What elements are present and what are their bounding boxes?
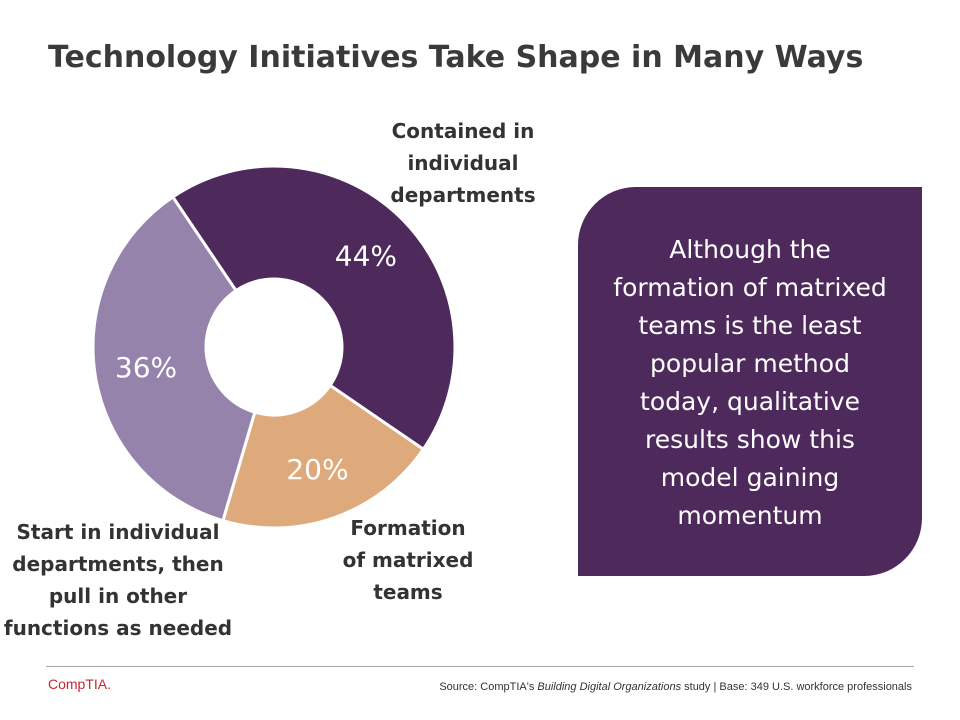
donut-value-label-1: 20%	[286, 453, 348, 486]
source-prefix: Source: CompTIA's	[439, 681, 538, 693]
comptia-logo: CompTIA.	[48, 676, 112, 692]
slice-label-matrixed: Formation of matrixed teams	[342, 516, 474, 604]
slice-label-start-individual: Start in individual departments, then pu…	[3, 520, 233, 640]
donut-value-label-0: 44%	[335, 240, 397, 273]
insight-callout: Although the formation of matrixed teams…	[578, 187, 922, 576]
footer-divider	[46, 666, 914, 667]
slice-label-contained: Contained in individual departments	[390, 119, 536, 207]
donut-value-label-2: 36%	[115, 351, 177, 384]
source-note: Source: CompTIA's Building Digital Organ…	[439, 681, 912, 693]
donut-slice-0	[170, 164, 457, 452]
source-suffix: study | Base: 349 U.S. workforce profess…	[681, 681, 912, 693]
page-title: Technology Initiatives Take Shape in Man…	[48, 40, 864, 75]
source-study: Building Digital Organizations	[537, 681, 682, 693]
donut-slice-1	[221, 383, 426, 530]
donut-slice-2	[91, 194, 257, 523]
